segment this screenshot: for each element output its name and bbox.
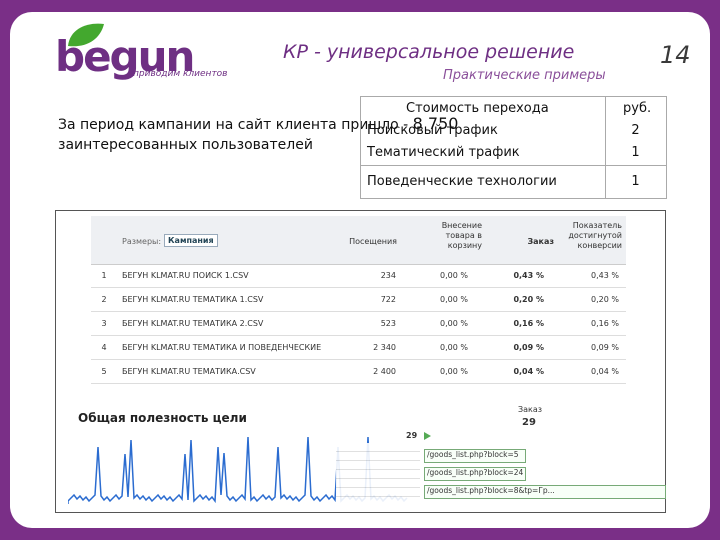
url-box: /goods_list.php?block=5: [424, 449, 526, 463]
cell: 0,20 %: [513, 295, 544, 304]
cell: 0,00 %: [440, 295, 468, 304]
cell: 2 340: [373, 343, 396, 352]
cost-name: Поведенческие технологии: [367, 174, 557, 189]
logo-leaf: [68, 23, 104, 47]
goal-label: Заказ: [518, 405, 543, 414]
cell: 0,09 %: [591, 343, 619, 352]
cell: БЕГУН KLMAT.RU ТЕМАТИКА.CSV: [122, 367, 256, 376]
cost-header: руб.: [623, 101, 652, 116]
play-icon: [424, 432, 431, 440]
cell: 0,00 %: [440, 367, 468, 376]
row-line: [91, 359, 626, 360]
cell: 2: [101, 295, 107, 304]
goal-value: 29: [522, 417, 536, 428]
cell: 722: [380, 295, 396, 304]
cell: 0,16 %: [591, 319, 619, 328]
logo: begun: [55, 32, 195, 81]
dimension-label: Размеры:: [122, 237, 162, 246]
cell: 0,00 %: [440, 271, 468, 280]
intro-line: За период кампании на сайт клиента пришл…: [58, 112, 458, 135]
cell: 1: [101, 271, 107, 280]
cell: БЕГУН KLMAT.RU ТЕМАТИКА И ПОВЕДЕНЧЕСКИЕ: [122, 343, 322, 352]
goal-marker: 29: [406, 431, 418, 440]
cell: 0,00 %: [440, 319, 468, 328]
cell: 2 400: [373, 367, 396, 376]
row-line: [91, 311, 626, 312]
cell: 0,04 %: [591, 367, 619, 376]
divider: [605, 97, 606, 198]
column-header: Заказ: [527, 237, 554, 246]
dimension-value: Кампания: [164, 234, 218, 247]
cell: 0,43 %: [591, 271, 619, 280]
cost-header: Стоимость перехода: [406, 101, 549, 116]
cell: БЕГУН KLMAT.RU ПОИСК 1.CSV: [122, 271, 249, 280]
cell: БЕГУН KLMAT.RU ТЕМАТИКА 1.CSV: [122, 295, 264, 304]
title: КР - универсальное решение: [283, 41, 575, 63]
cost-value: 1: [631, 145, 640, 160]
legend-box: [336, 443, 420, 505]
tagline: приводим клиентов: [133, 69, 228, 79]
row-line: [91, 335, 626, 336]
cell: 523: [380, 319, 396, 328]
cost-name: Тематический трафик: [367, 145, 520, 160]
intro-text: За период кампании на сайт клиента пришл…: [58, 117, 413, 133]
cell: 5: [101, 367, 107, 376]
intro-count: 8 750: [412, 114, 459, 133]
intro-line-end: заинтересованных пользователей: [58, 137, 313, 154]
cell: 4: [101, 343, 107, 352]
column-header: Внесение товара в корзину: [441, 221, 482, 250]
url-box: /goods_list.php?block=8&tp=Гр...: [424, 485, 666, 499]
column-header: Показатель достигнутой конверсии: [568, 221, 622, 250]
cost-value: 1: [631, 174, 640, 189]
cell: 0,00 %: [440, 343, 468, 352]
chart-title: Общая полезность цели: [78, 411, 247, 425]
cell: 0,16 %: [513, 319, 544, 328]
cell: БЕГУН KLMAT.RU ТЕМАТИКА 2.CSV: [122, 319, 264, 328]
cell: 0,04 %: [513, 367, 544, 376]
cost-name: Поисковый трафик: [367, 123, 498, 138]
row-line: [91, 287, 626, 288]
cell: 3: [101, 319, 107, 328]
column-header: Посещения: [349, 237, 397, 246]
divider: [361, 165, 666, 166]
subtitle: Практические примеры: [443, 68, 606, 83]
row-line: [91, 383, 626, 384]
cell: 0,20 %: [591, 295, 619, 304]
cell: 0,09 %: [513, 343, 544, 352]
screenshot: Размеры: Кампания Посещения Внесение товара…: [55, 210, 666, 513]
cell: 234: [380, 271, 396, 280]
intro: За период кампании на сайт клиента пришл…: [58, 112, 458, 156]
cost-table: Стоимость перехода руб. Поисковый трафик 2 Т…: [360, 96, 667, 199]
cost-value: 2: [631, 123, 640, 138]
url-box: /goods_list.php?block=24: [424, 467, 526, 481]
page-number: 14: [660, 41, 691, 69]
cell: 0,43 %: [513, 271, 544, 280]
